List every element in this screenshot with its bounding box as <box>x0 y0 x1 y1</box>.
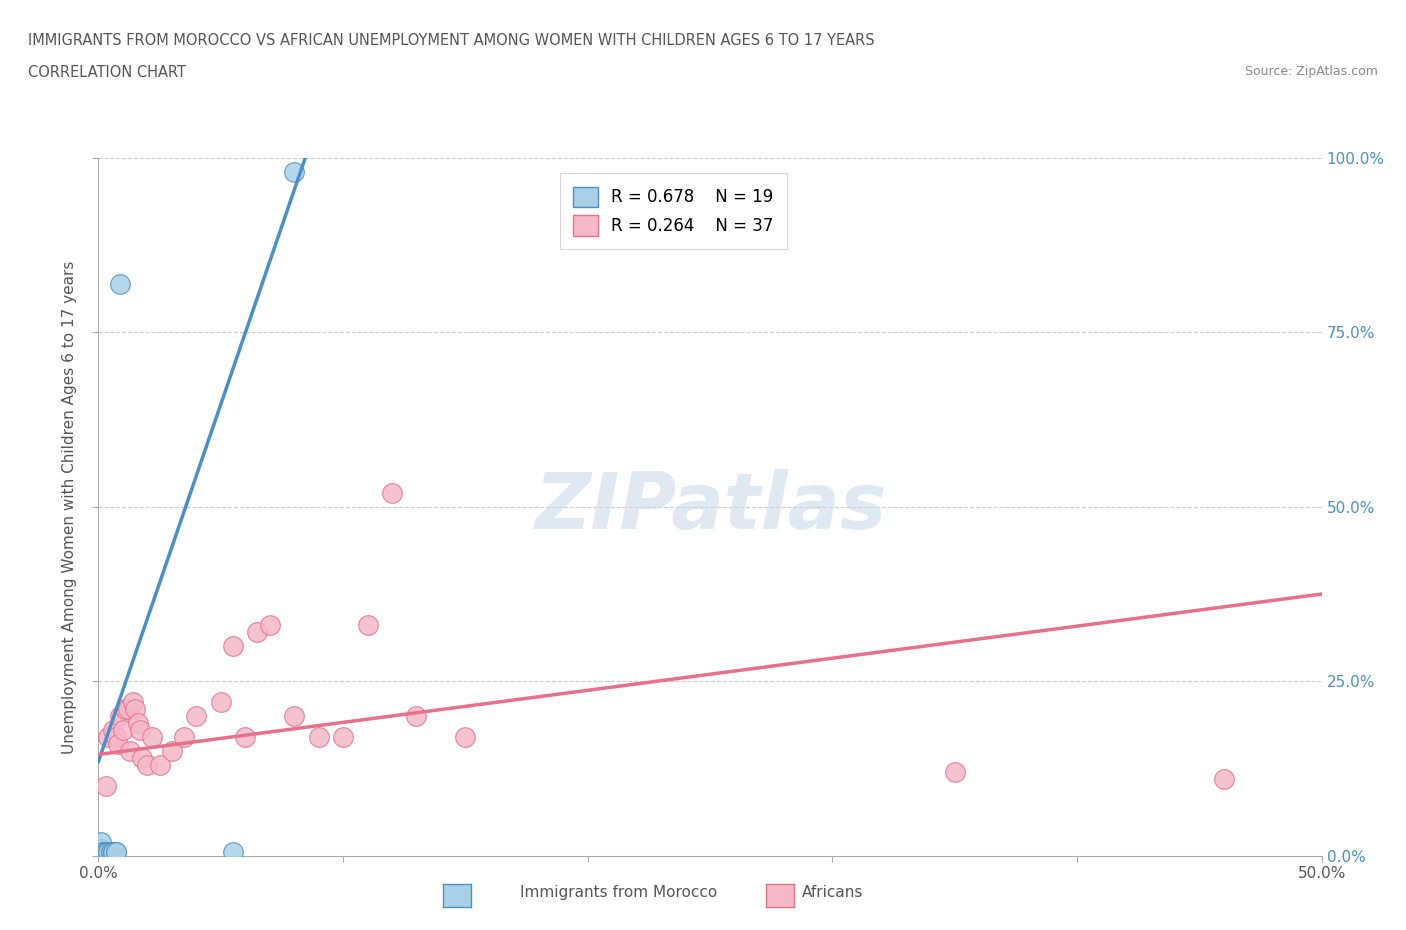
Legend: R = 0.678    N = 19, R = 0.264    N = 37: R = 0.678 N = 19, R = 0.264 N = 37 <box>560 173 787 249</box>
Point <box>90 844 112 859</box>
Text: CORRELATION CHART: CORRELATION CHART <box>28 65 186 80</box>
Point <box>222 639 245 654</box>
Point <box>332 729 354 744</box>
Point <box>100 844 122 859</box>
Point <box>110 709 132 724</box>
Point <box>91 844 114 859</box>
Point <box>381 485 404 500</box>
Point <box>104 844 127 859</box>
Point <box>91 844 114 859</box>
Point <box>97 844 120 859</box>
Text: Source: ZipAtlas.com: Source: ZipAtlas.com <box>1244 65 1378 78</box>
Point <box>233 729 256 744</box>
Point <box>114 702 136 717</box>
Point <box>173 729 195 744</box>
Point <box>186 709 208 724</box>
Point <box>141 729 163 744</box>
Point <box>222 844 245 859</box>
Point <box>90 834 112 849</box>
Point <box>97 844 120 859</box>
Point <box>356 618 378 633</box>
Point <box>100 844 122 859</box>
Point <box>97 729 120 744</box>
Point <box>94 844 117 859</box>
Text: Immigrants from Morocco: Immigrants from Morocco <box>520 885 717 900</box>
Point <box>104 729 127 744</box>
Point <box>129 723 152 737</box>
Point <box>89 844 111 859</box>
Point <box>283 709 305 724</box>
Point <box>111 723 134 737</box>
Point <box>94 778 117 793</box>
Y-axis label: Unemployment Among Women with Children Ages 6 to 17 years: Unemployment Among Women with Children A… <box>62 260 77 753</box>
Point <box>100 844 122 859</box>
Point <box>149 757 172 772</box>
Point <box>110 276 132 291</box>
Point <box>209 695 232 710</box>
Point <box>131 751 153 765</box>
Point <box>127 716 149 731</box>
Point <box>124 702 146 717</box>
Point <box>1212 772 1234 787</box>
Point <box>104 844 127 859</box>
Point <box>246 625 269 640</box>
Point <box>308 729 330 744</box>
Point <box>101 844 124 859</box>
Point <box>454 729 477 744</box>
Point <box>101 723 124 737</box>
Point <box>101 844 124 859</box>
Text: IMMIGRANTS FROM MOROCCO VS AFRICAN UNEMPLOYMENT AMONG WOMEN WITH CHILDREN AGES 6: IMMIGRANTS FROM MOROCCO VS AFRICAN UNEMP… <box>28 33 875 47</box>
Point <box>94 844 117 859</box>
Point <box>405 709 427 724</box>
Point <box>121 695 143 710</box>
Point <box>259 618 281 633</box>
Text: Africans: Africans <box>801 885 863 900</box>
Text: ZIPatlas: ZIPatlas <box>534 469 886 545</box>
Point <box>91 844 114 859</box>
Point <box>120 744 142 759</box>
Point <box>107 737 129 751</box>
Point <box>117 702 139 717</box>
Point <box>943 764 966 779</box>
Point <box>136 757 159 772</box>
Point <box>283 165 305 179</box>
Point <box>90 842 112 856</box>
Point <box>160 744 183 759</box>
